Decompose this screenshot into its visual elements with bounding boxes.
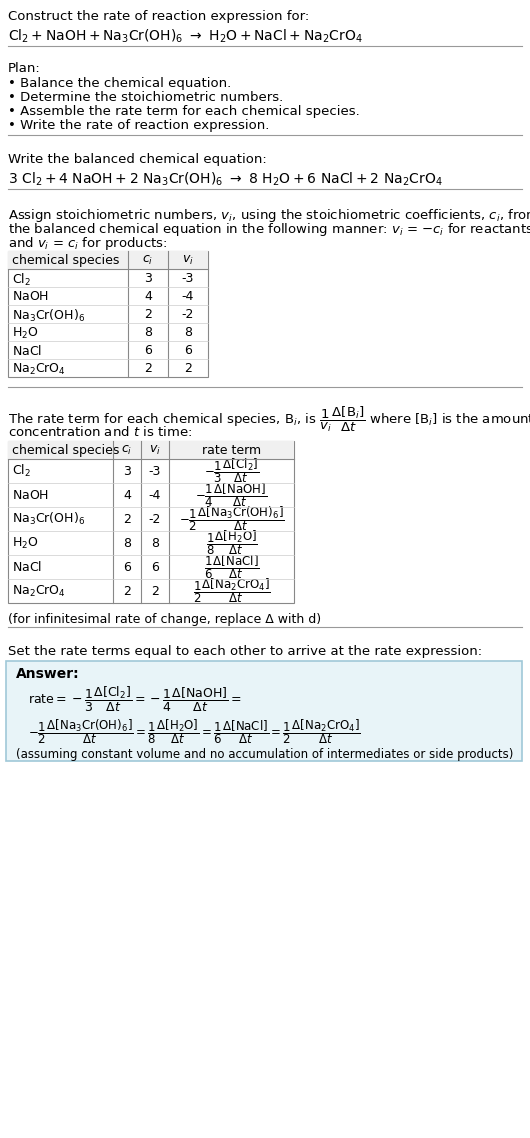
Text: Construct the rate of reaction expression for:: Construct the rate of reaction expressio… [8,10,309,23]
Text: $\mathrm{Na_3Cr(OH)_6}$: $\mathrm{Na_3Cr(OH)_6}$ [12,308,85,324]
Text: 6: 6 [144,344,152,357]
Text: $\mathrm{NaCl}$: $\mathrm{NaCl}$ [12,344,42,358]
Text: • Balance the chemical equation.: • Balance the chemical equation. [8,77,231,90]
Text: 2: 2 [144,308,152,321]
Text: -4: -4 [182,290,194,303]
Bar [8,442,294,603]
Text: chemical species: chemical species [12,254,119,267]
Text: $\mathrm{rate} = -\dfrac{1}{3}\dfrac{\Delta[\mathrm{Cl_2}]}{\Delta t} = -\dfrac{: $\mathrm{rate} = -\dfrac{1}{3}\dfrac{\De… [28,685,242,714]
Text: 6: 6 [123,561,131,574]
Text: $\mathrm{NaOH}$: $\mathrm{NaOH}$ [12,488,49,502]
Text: (assuming constant volume and no accumulation of intermediates or side products): (assuming constant volume and no accumul… [16,748,514,761]
Text: Plan:: Plan: [8,61,41,75]
Text: $-\dfrac{1}{2}\dfrac{\Delta[\mathrm{Na_3Cr(OH)_6}]}{\Delta t} = \dfrac{1}{8}\dfr: $-\dfrac{1}{2}\dfrac{\Delta[\mathrm{Na_3… [28,717,361,745]
Text: -2: -2 [149,512,161,526]
Text: 6: 6 [184,344,192,357]
Text: $\dfrac{1}{8}\dfrac{\Delta[\mathrm{H_2O}]}{\Delta t}$: $\dfrac{1}{8}\dfrac{\Delta[\mathrm{H_2O}… [206,529,258,558]
Text: chemical species: chemical species [12,444,119,457]
FancyBboxPatch shape [6,661,522,761]
Text: rate term: rate term [202,444,261,457]
Text: Write the balanced chemical equation:: Write the balanced chemical equation: [8,152,267,166]
Text: $\mathrm{Cl_2}$: $\mathrm{Cl_2}$ [12,272,31,288]
Text: $\mathrm{Na_2CrO_4}$: $\mathrm{Na_2CrO_4}$ [12,362,66,377]
Text: $\mathrm{Cl_2 + NaOH + Na_3Cr(OH)_6\ \rightarrow\ H_2O + NaCl + Na_2CrO_4}$: $\mathrm{Cl_2 + NaOH + Na_3Cr(OH)_6\ \ri… [8,28,363,46]
Text: Assign stoichiometric numbers, $\mathit{v_i}$, using the stoichiometric coeffici: Assign stoichiometric numbers, $\mathit{… [8,207,530,224]
Text: • Determine the stoichiometric numbers.: • Determine the stoichiometric numbers. [8,91,283,104]
Text: • Assemble the rate term for each chemical species.: • Assemble the rate term for each chemic… [8,105,360,118]
Text: $-\dfrac{1}{4}\dfrac{\Delta[\mathrm{NaOH}]}{\Delta t}$: $-\dfrac{1}{4}\dfrac{\Delta[\mathrm{NaOH… [196,481,268,509]
Text: $\mathit{v_i}$: $\mathit{v_i}$ [149,444,161,457]
Text: and $\mathit{v_i}$ = $\mathit{c_i}$ for products:: and $\mathit{v_i}$ = $\mathit{c_i}$ for … [8,236,167,251]
Bar [8,251,208,269]
Text: 8: 8 [151,536,159,550]
Text: $-\dfrac{1}{3}\dfrac{\Delta[\mathrm{Cl_2}]}{\Delta t}$: $-\dfrac{1}{3}\dfrac{\Delta[\mathrm{Cl_2… [204,456,259,486]
Text: 8: 8 [123,536,131,550]
Text: $\mathrm{NaOH}$: $\mathrm{NaOH}$ [12,290,49,303]
Text: -3: -3 [182,272,194,284]
Bar [8,442,294,459]
Text: the balanced chemical equation in the following manner: $\mathit{v_i}$ = $-\math: the balanced chemical equation in the fo… [8,221,530,238]
Text: 8: 8 [144,325,152,339]
Text: $\dfrac{1}{6}\dfrac{\Delta[\mathrm{NaCl}]}{\Delta t}$: $\dfrac{1}{6}\dfrac{\Delta[\mathrm{NaCl}… [204,553,259,580]
Text: $\mathrm{Cl_2}$: $\mathrm{Cl_2}$ [12,463,31,479]
Text: $\mathit{c_i}$: $\mathit{c_i}$ [121,444,132,457]
Text: -3: -3 [149,464,161,478]
Text: 8: 8 [184,325,192,339]
Text: 4: 4 [144,290,152,303]
Text: $\dfrac{1}{2}\dfrac{\Delta[\mathrm{Na_2CrO_4}]}{\Delta t}$: $\dfrac{1}{2}\dfrac{\Delta[\mathrm{Na_2C… [192,577,270,605]
Text: 2: 2 [184,362,192,376]
Text: concentration and $\mathit{t}$ is time:: concentration and $\mathit{t}$ is time: [8,424,192,439]
Text: 2: 2 [151,585,159,597]
Text: $-\dfrac{1}{2}\dfrac{\Delta[\mathrm{Na_3Cr(OH)_6}]}{\Delta t}$: $-\dfrac{1}{2}\dfrac{\Delta[\mathrm{Na_3… [179,504,285,534]
Text: 3: 3 [123,464,131,478]
Text: 3: 3 [144,272,152,284]
Text: Answer:: Answer: [16,667,80,681]
Text: $\mathrm{3\ Cl_2 + 4\ NaOH + 2\ Na_3Cr(OH)_6\ \rightarrow\ 8\ H_2O + 6\ NaCl + 2: $\mathrm{3\ Cl_2 + 4\ NaOH + 2\ Na_3Cr(O… [8,171,443,189]
Text: $\mathrm{Na_2CrO_4}$: $\mathrm{Na_2CrO_4}$ [12,584,66,599]
Text: $\mathit{v_i}$: $\mathit{v_i}$ [182,254,194,267]
Text: $\mathrm{Na_3Cr(OH)_6}$: $\mathrm{Na_3Cr(OH)_6}$ [12,511,85,527]
Text: -4: -4 [149,488,161,502]
Text: $\mathrm{H_2O}$: $\mathrm{H_2O}$ [12,325,39,341]
Text: 2: 2 [144,362,152,376]
Text: $\mathrm{H_2O}$: $\mathrm{H_2O}$ [12,536,39,551]
Text: -2: -2 [182,308,194,321]
Text: 2: 2 [123,585,131,597]
Text: The rate term for each chemical species, $\mathrm{B_{\mathit{i}}}$, is $\dfrac{1: The rate term for each chemical species,… [8,405,530,435]
Text: $\mathrm{NaCl}$: $\mathrm{NaCl}$ [12,560,42,574]
Text: $\mathit{c_i}$: $\mathit{c_i}$ [143,254,154,267]
Text: 2: 2 [123,512,131,526]
Text: Set the rate terms equal to each other to arrive at the rate expression:: Set the rate terms equal to each other t… [8,645,482,658]
Text: 4: 4 [123,488,131,502]
Text: 6: 6 [151,561,159,574]
Text: (for infinitesimal rate of change, replace Δ with d): (for infinitesimal rate of change, repla… [8,613,321,626]
Bar [8,251,208,377]
Text: • Write the rate of reaction expression.: • Write the rate of reaction expression. [8,119,269,132]
